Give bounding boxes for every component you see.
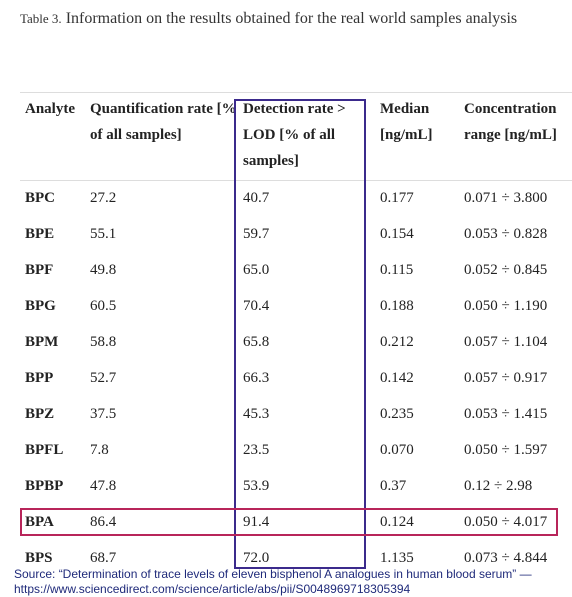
caption-text: Information on the results obtained for … bbox=[65, 10, 518, 27]
data-cell: 37.5 bbox=[90, 406, 117, 422]
analyte-cell: BPBP bbox=[25, 478, 64, 494]
data-cell: 45.3 bbox=[243, 406, 270, 422]
analyte-cell: BPM bbox=[25, 334, 59, 350]
data-cell: 0.124 bbox=[380, 514, 414, 530]
caption-label: Table 3. bbox=[20, 11, 62, 26]
analyte-cell: BPFL bbox=[25, 442, 64, 458]
header-cell: Median [ng/mL] bbox=[380, 101, 433, 143]
data-cell: 0.057 ÷ 0.917 bbox=[464, 370, 548, 386]
data-cell: 0.154 bbox=[380, 226, 414, 242]
data-cell: 0.115 bbox=[380, 262, 414, 278]
header-cell: Detection rate > LOD [% of all samples] bbox=[243, 101, 346, 169]
header-cell: Quantification rate [% of all samples] bbox=[90, 101, 237, 143]
data-cell: 0.235 bbox=[380, 406, 414, 422]
data-cell: 70.4 bbox=[243, 298, 270, 314]
analyte-cell: BPP bbox=[25, 370, 54, 386]
data-cell: 0.073 ÷ 4.844 bbox=[464, 550, 548, 566]
analyte-cell: BPF bbox=[25, 262, 54, 278]
data-cell: 72.0 bbox=[243, 550, 270, 566]
data-cell: 0.12 ÷ 2.98 bbox=[464, 478, 533, 494]
analyte-cell: BPG bbox=[25, 298, 56, 314]
data-cell: 0.050 ÷ 4.017 bbox=[464, 514, 548, 530]
data-cell: 0.050 ÷ 1.190 bbox=[464, 298, 548, 314]
data-cell: 0.053 ÷ 1.415 bbox=[464, 406, 548, 422]
data-cell: 40.7 bbox=[243, 190, 270, 206]
table-top-rule bbox=[20, 92, 572, 93]
data-cell: 86.4 bbox=[90, 514, 117, 530]
data-cell: 58.8 bbox=[90, 334, 117, 350]
data-cell: 65.0 bbox=[243, 262, 270, 278]
analyte-cell: BPE bbox=[25, 226, 55, 242]
analyte-cell: BPZ bbox=[25, 406, 55, 422]
data-cell: 68.7 bbox=[90, 550, 117, 566]
data-cell: 23.5 bbox=[243, 442, 270, 458]
data-cell: 60.5 bbox=[90, 298, 117, 314]
data-cell: 47.8 bbox=[90, 478, 117, 494]
highlight-row bbox=[20, 508, 558, 536]
source-note: Source: “Determination of trace levels o… bbox=[14, 567, 532, 596]
data-cell: 0.053 ÷ 0.828 bbox=[464, 226, 548, 242]
header-cell: Concentration range [ng/mL] bbox=[464, 101, 557, 143]
data-cell: 7.8 bbox=[90, 442, 109, 458]
data-cell: 53.9 bbox=[243, 478, 270, 494]
analyte-cell: BPA bbox=[25, 514, 54, 530]
data-cell: 27.2 bbox=[90, 190, 117, 206]
header-cell: Analyte bbox=[25, 101, 75, 117]
analyte-cell: BPC bbox=[25, 190, 55, 206]
highlight-column bbox=[234, 99, 366, 569]
data-cell: 0.070 bbox=[380, 442, 414, 458]
table-caption: Table 3. Information on the results obta… bbox=[20, 10, 517, 28]
data-cell: 0.212 bbox=[380, 334, 414, 350]
data-cell: 0.052 ÷ 0.845 bbox=[464, 262, 548, 278]
data-cell: 0.37 bbox=[380, 478, 407, 494]
data-cell: 52.7 bbox=[90, 370, 117, 386]
data-cell: 0.142 bbox=[380, 370, 414, 386]
header-rule bbox=[20, 180, 572, 181]
data-cell: 0.177 bbox=[380, 190, 414, 206]
data-cell: 0.188 bbox=[380, 298, 414, 314]
data-cell: 0.071 ÷ 3.800 bbox=[464, 190, 548, 206]
data-cell: 66.3 bbox=[243, 370, 270, 386]
data-cell: 49.8 bbox=[90, 262, 117, 278]
data-cell: 55.1 bbox=[90, 226, 117, 242]
data-cell: 59.7 bbox=[243, 226, 270, 242]
data-cell: 0.050 ÷ 1.597 bbox=[464, 442, 548, 458]
data-cell: 65.8 bbox=[243, 334, 270, 350]
data-cell: 91.4 bbox=[243, 514, 270, 530]
data-cell: 0.057 ÷ 1.104 bbox=[464, 334, 548, 350]
analyte-cell: BPS bbox=[25, 550, 53, 566]
data-cell: 1.135 bbox=[380, 550, 414, 566]
